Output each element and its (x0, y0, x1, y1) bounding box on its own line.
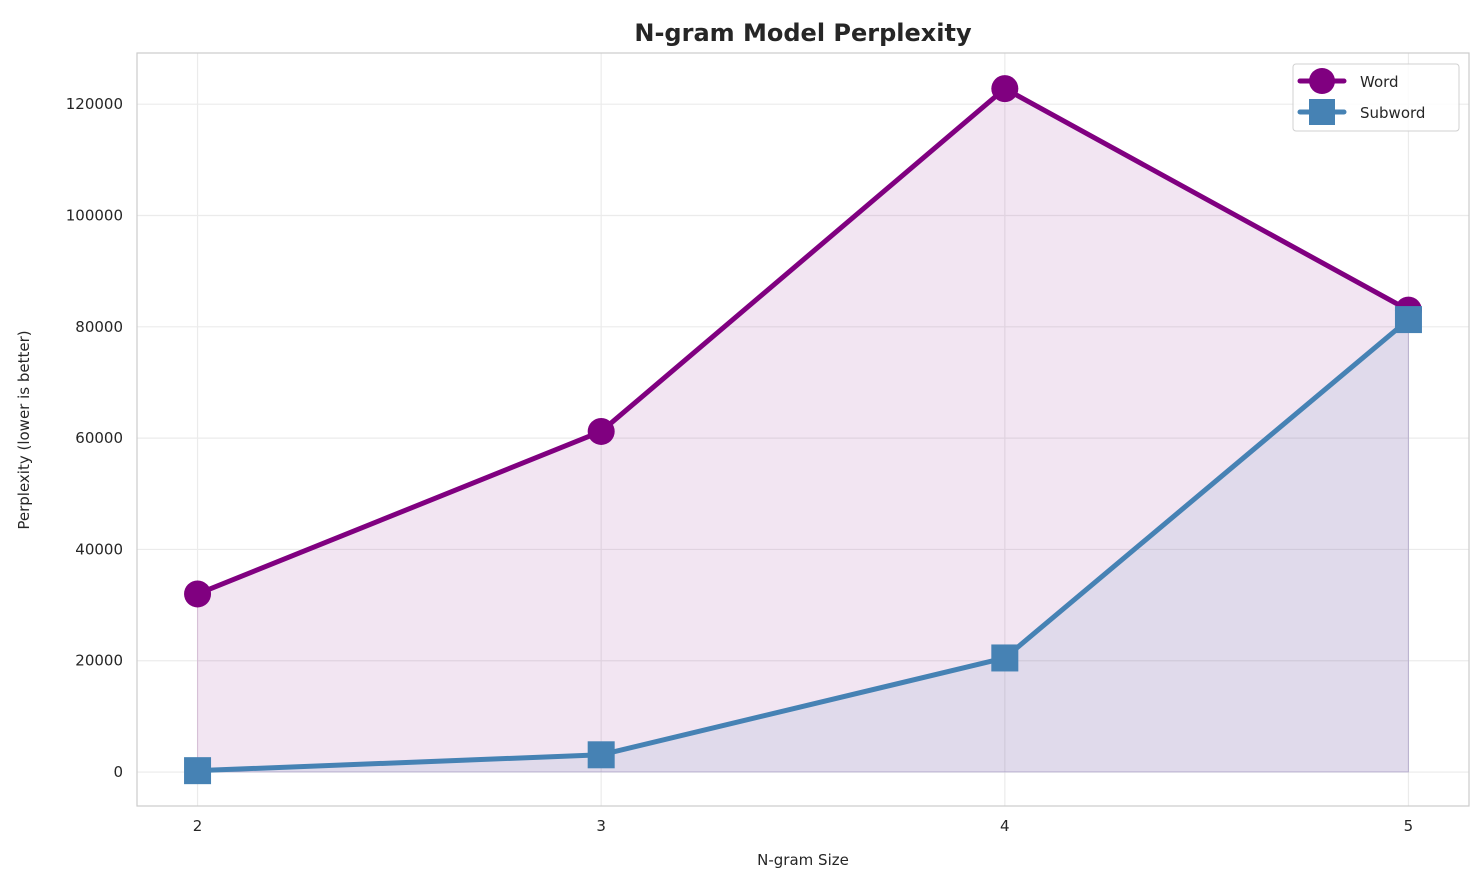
data-point-word (991, 75, 1019, 103)
legend-label-subword: Subword (1360, 104, 1425, 122)
series-lines (184, 75, 1422, 785)
x-tick-label: 3 (596, 817, 606, 835)
data-point-subword (587, 741, 615, 769)
y-tick-label: 120000 (66, 95, 123, 113)
x-tick-label: 2 (193, 817, 203, 835)
data-point-subword (184, 757, 212, 785)
y-tick-label: 60000 (75, 429, 123, 447)
legend: Word Subword (1292, 63, 1460, 132)
x-axis-label: N-gram Size (757, 851, 849, 869)
y-tick-label: 80000 (75, 318, 123, 336)
grid (137, 53, 1469, 806)
y-tick-label: 0 (113, 763, 123, 781)
y-tick-label: 20000 (75, 652, 123, 670)
data-point-subword (1394, 306, 1422, 334)
y-tick-label: 100000 (66, 207, 123, 225)
legend-marker-circle-icon (1309, 68, 1335, 94)
y-tick-label: 40000 (75, 540, 123, 558)
data-point-word (587, 417, 615, 445)
data-point-subword (991, 644, 1019, 672)
y-tick-labels: 0 20000 40000 60000 80000 100000 120000 (66, 95, 123, 781)
plot-frame (136, 52, 1470, 807)
series-line-subword (197, 317, 1411, 774)
data-point-word (184, 580, 212, 608)
area-fills (197, 88, 1409, 773)
x-tick-label: 5 (1404, 817, 1414, 835)
legend-label-word: Word (1360, 73, 1399, 91)
x-tick-labels: 2 3 4 5 (193, 817, 1413, 835)
series-line-word (196, 86, 1410, 597)
x-tick-label: 4 (1000, 817, 1010, 835)
y-axis-label: Perplexity (lower is better) (15, 330, 33, 529)
chart-title: N-gram Model Perplexity (634, 19, 972, 47)
legend-marker-square-icon (1309, 99, 1335, 125)
